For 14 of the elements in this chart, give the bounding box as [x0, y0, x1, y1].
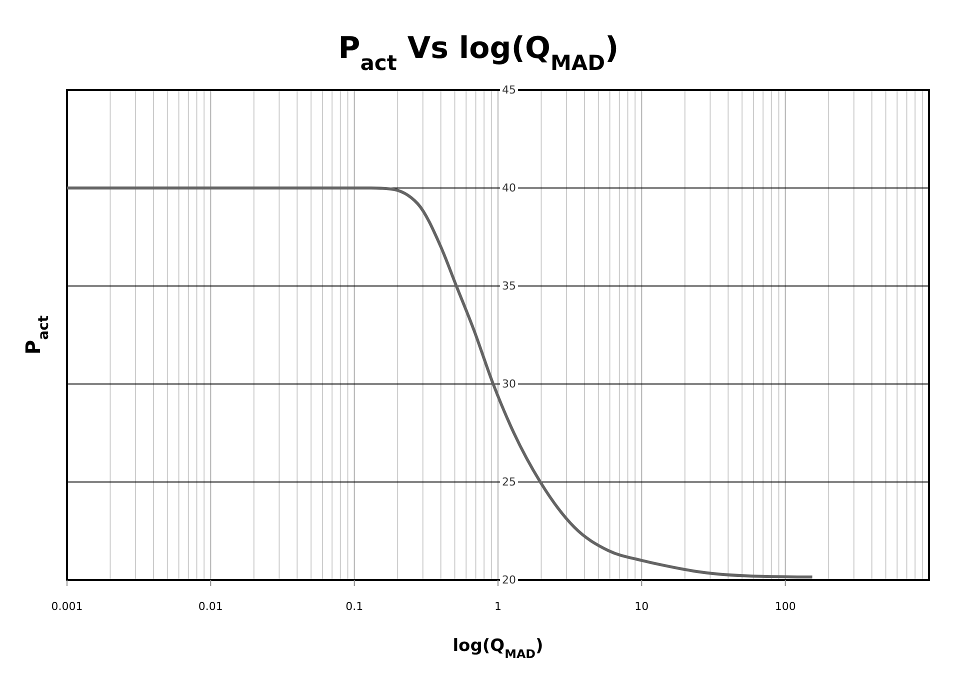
- y-tick-label: 25: [502, 476, 516, 488]
- x-tick-label: 0.001: [51, 600, 83, 613]
- x-tick-label: 0.1: [346, 600, 364, 613]
- x-tick-label: 1: [494, 600, 502, 613]
- x-tick-label: 100: [774, 600, 796, 613]
- x-tick-label: 10: [634, 600, 649, 613]
- x-tick-label: 0.01: [198, 600, 223, 613]
- y-tick-label: 45: [502, 84, 516, 96]
- y-tick-label: 30: [502, 378, 516, 390]
- chart-title: P$_{act}$ Vs log(Q$_{MAD}$): [338, 31, 619, 75]
- x-axis-title: log(Q$_{MAD}$): [452, 636, 544, 661]
- y-tick-label: 40: [502, 182, 516, 194]
- y-tick-label: 20: [502, 574, 516, 586]
- y-tick-label: 35: [502, 280, 516, 292]
